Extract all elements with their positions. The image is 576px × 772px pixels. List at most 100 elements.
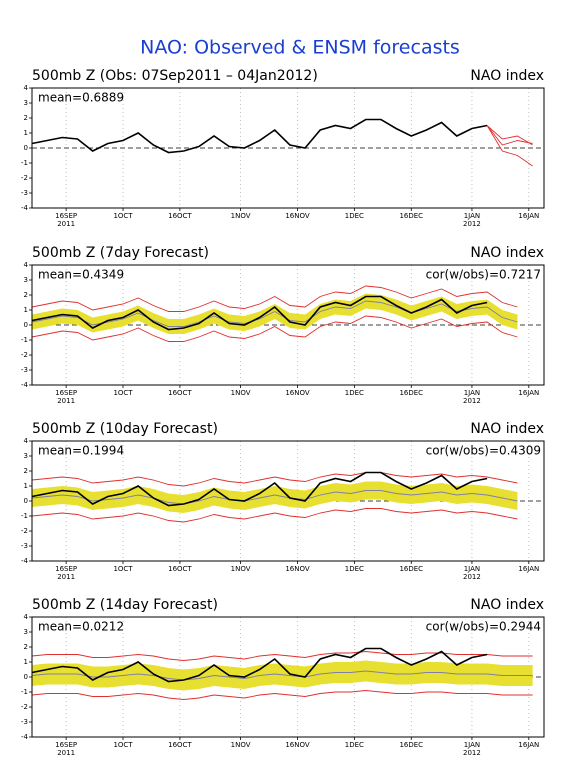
x-year-label: 2012 — [463, 397, 481, 405]
x-tick-label: 1OCT — [113, 212, 133, 220]
panel-right-label: NAO index — [470, 245, 544, 261]
annotation: mean=0.1994 — [38, 444, 124, 458]
y-tick-label: 0 — [24, 497, 28, 505]
spread-band — [32, 660, 533, 691]
x-tick-label: 16OCT — [168, 741, 192, 749]
x-tick-label: 1DEC — [345, 389, 364, 397]
y-tick-label: 0 — [24, 144, 28, 152]
x-tick-label: 16SEP — [55, 741, 77, 749]
y-tick-label: -4 — [21, 733, 29, 741]
panel-title: 500mb Z (Obs: 07Sep2011 – 04Jan2012) — [32, 68, 318, 84]
series-line — [31, 471, 488, 507]
y-tick-label: 3 — [24, 452, 28, 460]
annotation: mean=0.0212 — [38, 620, 124, 634]
y-tick-label: -2 — [21, 351, 28, 359]
x-tick-label: 16SEP — [55, 212, 77, 220]
plot-frame — [31, 87, 545, 209]
x-tick-label: 16OCT — [168, 389, 192, 397]
x-year-label: 2011 — [57, 573, 75, 581]
series-line — [31, 670, 533, 681]
plot-frame — [31, 440, 545, 562]
spread-band — [32, 293, 518, 334]
series-line — [486, 125, 533, 167]
y-tick-label: -2 — [21, 527, 28, 535]
y-tick-label: 2 — [24, 643, 28, 651]
plot-frame — [31, 264, 545, 386]
y-tick-label: -2 — [21, 703, 28, 711]
panel-title: 500mb Z (14day Forecast) — [32, 597, 218, 613]
spread-band — [32, 481, 518, 513]
x-year-label: 2012 — [463, 220, 481, 228]
x-tick-label: 1DEC — [345, 741, 364, 749]
x-tick-label: 1JAN — [464, 389, 480, 397]
x-tick-label: 1DEC — [345, 212, 364, 220]
x-tick-label: 16JAN — [518, 212, 539, 220]
x-tick-label: 16NOV — [285, 741, 310, 749]
y-tick-label: 3 — [24, 276, 28, 284]
y-tick-label: 4 — [24, 613, 29, 621]
y-tick-label: -1 — [21, 512, 28, 520]
y-tick-label: 0 — [24, 321, 28, 329]
x-tick-label: 16JAN — [518, 389, 539, 397]
panel-right-label: NAO index — [470, 597, 544, 613]
y-tick-label: 2 — [24, 291, 28, 299]
x-tick-label: 1NOV — [231, 212, 251, 220]
y-tick-label: -2 — [21, 174, 28, 182]
x-tick-label: 16NOV — [285, 565, 310, 573]
series-line — [31, 285, 518, 312]
panel-title: 500mb Z (10day Forecast) — [32, 421, 218, 437]
x-tick-label: 16JAN — [518, 741, 539, 749]
x-tick-label: 16DEC — [399, 741, 423, 749]
x-tick-label: 16SEP — [55, 389, 77, 397]
series-line — [31, 651, 533, 661]
panel-right-label: NAO index — [470, 421, 544, 437]
x-tick-label: 16NOV — [285, 389, 310, 397]
x-tick-label: 16NOV — [285, 212, 310, 220]
x-tick-label: 1NOV — [231, 565, 251, 573]
x-tick-label: 16OCT — [168, 212, 192, 220]
x-tick-label: 1JAN — [464, 212, 480, 220]
x-tick-label: 1NOV — [231, 741, 251, 749]
panel-right-label: NAO index — [470, 68, 544, 84]
figure-title: NAO: Observed & ENSM forecasts — [140, 37, 460, 59]
x-tick-label: 1OCT — [113, 389, 133, 397]
y-tick-label: -1 — [21, 159, 28, 167]
y-tick-label: 4 — [24, 261, 29, 269]
y-tick-label: 1 — [24, 482, 28, 490]
x-year-label: 2012 — [463, 573, 481, 581]
y-tick-label: -3 — [21, 189, 28, 197]
series-line — [31, 315, 518, 342]
x-tick-label: 16DEC — [399, 212, 423, 220]
y-tick-label: 1 — [24, 129, 28, 137]
x-year-label: 2011 — [57, 749, 75, 757]
y-tick-label: 4 — [24, 84, 29, 92]
x-tick-label: 1DEC — [345, 565, 364, 573]
x-year-label: 2011 — [57, 220, 75, 228]
annotation: cor(w/obs)=0.4309 — [426, 444, 541, 458]
annotation: mean=0.6889 — [38, 91, 124, 105]
annotation: mean=0.4349 — [38, 268, 124, 282]
x-tick-label: 1OCT — [113, 565, 133, 573]
x-tick-label: 1JAN — [464, 565, 480, 573]
y-tick-label: 2 — [24, 114, 28, 122]
y-tick-label: -4 — [21, 381, 29, 389]
series-line — [31, 508, 518, 523]
x-tick-label: 16SEP — [55, 565, 77, 573]
x-tick-label: 16DEC — [399, 565, 423, 573]
plot-frame — [31, 616, 545, 738]
y-tick-label: 3 — [24, 99, 28, 107]
y-tick-label: 1 — [24, 306, 28, 314]
x-tick-label: 16JAN — [518, 565, 539, 573]
y-tick-label: 2 — [24, 467, 28, 475]
y-tick-label: -4 — [21, 204, 29, 212]
x-tick-label: 1JAN — [464, 741, 480, 749]
x-tick-label: 16DEC — [399, 389, 423, 397]
series-line — [31, 118, 488, 154]
x-tick-label: 1OCT — [113, 741, 133, 749]
y-tick-label: -3 — [21, 718, 28, 726]
series-line — [31, 472, 518, 487]
y-tick-label: 3 — [24, 628, 28, 636]
